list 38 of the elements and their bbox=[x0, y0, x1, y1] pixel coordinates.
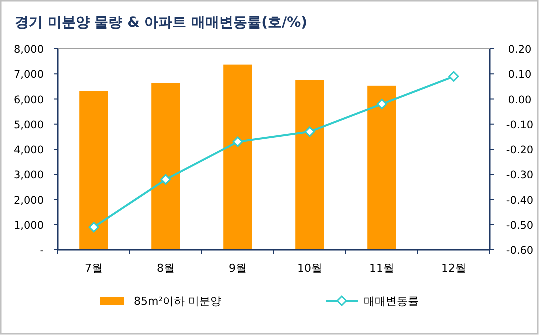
point bbox=[88, 222, 100, 233]
y2-tick-label: -0.50 bbox=[506, 220, 534, 232]
legend-label: 매매변동률 bbox=[364, 295, 419, 308]
y-tick-label: - bbox=[40, 245, 44, 257]
bar bbox=[296, 80, 324, 250]
y-tick-label: 2,000 bbox=[14, 194, 44, 207]
y-tick-label: 3,000 bbox=[14, 170, 44, 182]
y2-tick-label: -0.30 bbox=[506, 170, 534, 182]
chart-title: 경기 미분양 물량 & 아파트 매매변동률(호/%) bbox=[15, 15, 308, 31]
point bbox=[448, 71, 460, 82]
point bbox=[304, 126, 316, 138]
x-tick-label: 11월 bbox=[370, 262, 394, 275]
x-tick-label: 9월 bbox=[229, 262, 247, 275]
x-tick-label: 12월 bbox=[442, 262, 466, 275]
y2-tick-label: -0.20 bbox=[506, 144, 534, 156]
bar bbox=[224, 64, 252, 250]
y2-tick-label: -0.10 bbox=[506, 119, 534, 132]
x-tick-label: 10월 bbox=[298, 262, 322, 275]
y2-tick-label: 0.10 bbox=[508, 69, 532, 82]
y2-tick-label: -0.40 bbox=[506, 194, 534, 207]
point bbox=[232, 136, 244, 148]
x-tick-label: 7월 bbox=[85, 262, 103, 275]
y2-tick-label: -0.60 bbox=[506, 245, 534, 257]
y-tick-label: 1,000 bbox=[14, 220, 44, 232]
y-tick-label: 7,000 bbox=[14, 69, 44, 82]
y2-tick-label: 0.20 bbox=[508, 44, 532, 56]
y-tick-label: 8,000 bbox=[14, 44, 44, 56]
bar bbox=[152, 83, 180, 250]
point bbox=[376, 99, 388, 110]
y-tick-label: 5,000 bbox=[14, 119, 44, 132]
bar bbox=[80, 91, 108, 250]
x-tick-label: 8월 bbox=[157, 262, 175, 275]
y-tick-label: 6,000 bbox=[14, 94, 44, 106]
y-tick-label: 4,000 bbox=[14, 144, 44, 156]
bar bbox=[368, 86, 396, 250]
point bbox=[160, 174, 172, 185]
legend-label: 85m²이하 미분양 bbox=[134, 295, 222, 308]
y2-tick-label: 0.00 bbox=[508, 94, 532, 106]
